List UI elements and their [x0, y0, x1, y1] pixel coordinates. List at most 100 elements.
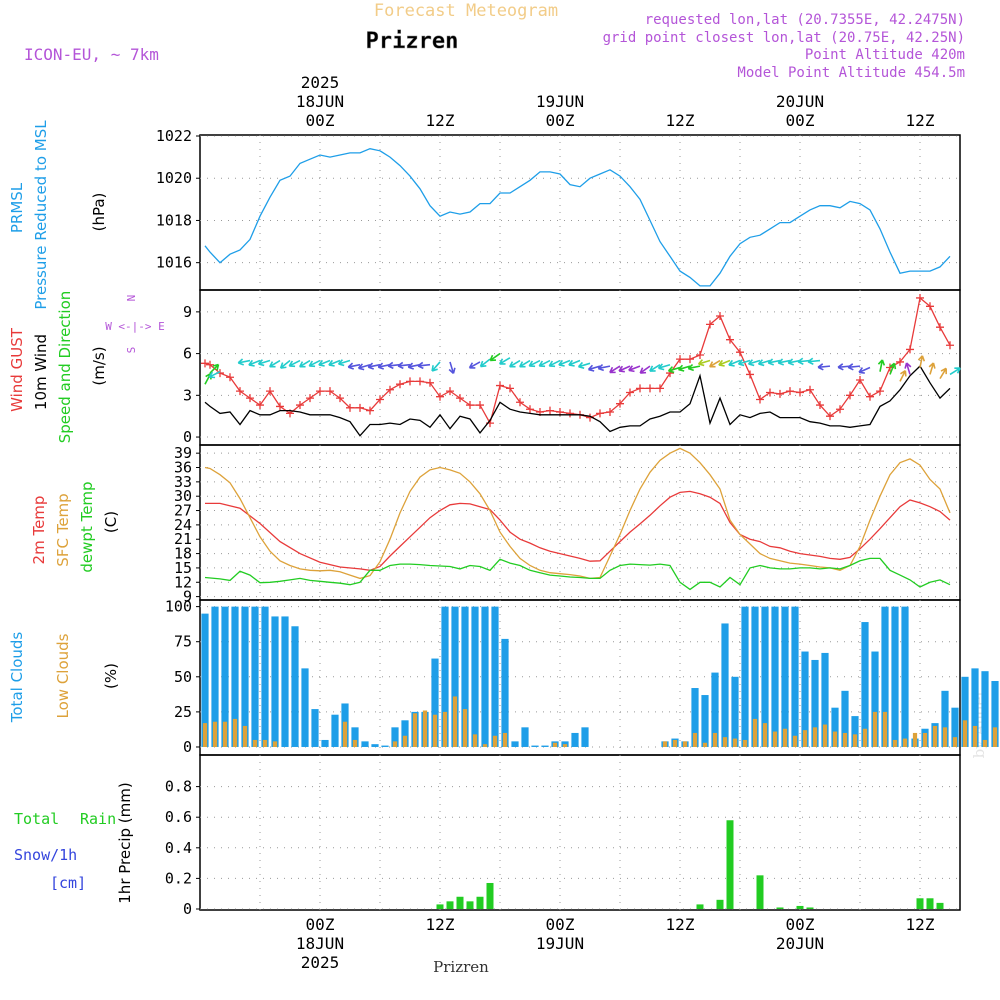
wind-arrow [269, 359, 281, 368]
gust-marker [201, 359, 209, 368]
y-tick-label: 50 [174, 668, 192, 686]
low-cloud-bar [562, 744, 568, 747]
gust-marker [676, 355, 684, 364]
low-cloud-bar [452, 696, 458, 747]
gust-marker [626, 388, 634, 397]
gust-marker [746, 370, 754, 379]
total-cloud-bar [381, 745, 389, 747]
gust-marker [696, 350, 704, 359]
gust-marker [206, 360, 214, 369]
total-cloud-bar [691, 688, 699, 747]
gust-marker [776, 389, 784, 398]
wind-arrow [807, 357, 821, 365]
wind-arrow [357, 363, 371, 371]
low-cloud-bar [732, 738, 738, 747]
gust-marker [736, 348, 744, 357]
y-tick-label: 9 [183, 588, 192, 606]
total-cloud-bar [871, 651, 879, 747]
ylabel-10m-wind: 10m Wind [32, 334, 50, 410]
wind-arrow [279, 359, 291, 369]
low-cloud-bar [882, 711, 888, 747]
wind-arrow [528, 359, 541, 368]
low-cloud-bar [852, 734, 858, 747]
low-cloud-bar [222, 721, 228, 747]
low-cloud-bar [422, 710, 428, 747]
gust-marker [796, 388, 804, 397]
gust-marker [346, 403, 354, 412]
precip-bar [926, 898, 934, 909]
gust-marker [636, 384, 644, 393]
ylabel-percent: (%) [102, 663, 120, 689]
wind-arrow [639, 365, 651, 374]
panel-clouds: 0 25 50 75 100 [165, 598, 999, 756]
total-cloud-bar [731, 676, 739, 747]
y-tick-label: 25 [174, 703, 192, 721]
total-cloud-bar [861, 622, 869, 747]
gust-marker [476, 401, 484, 410]
y-tick-label: 75 [174, 633, 192, 651]
wind-arrow [939, 367, 947, 380]
gust-marker [726, 335, 734, 344]
low-cloud-bar [992, 727, 998, 747]
low-cloud-bar [962, 720, 968, 747]
low-cloud-bar [872, 711, 878, 747]
low-cloud-bar [432, 714, 438, 747]
y-tick-label: 1016 [156, 254, 192, 272]
ylabel-pressure: Pressure Reduced to MSL [32, 120, 50, 310]
total-cloud-bar [841, 690, 849, 747]
wind-arrow [728, 359, 741, 367]
total-cloud-bar [261, 606, 269, 747]
gust-marker [226, 373, 234, 382]
panel-frame [199, 754, 961, 911]
gust-marker [596, 409, 604, 418]
series-line-sfc-temp [204, 447, 951, 580]
total-cloud-bar [321, 739, 329, 747]
wind-arrow [917, 355, 926, 368]
gust-marker [876, 387, 884, 396]
time-label-top: 12Z [426, 111, 455, 130]
total-cloud-bar [711, 672, 719, 747]
wind-arrow [767, 358, 781, 366]
gust-marker [496, 381, 504, 390]
ylabel-total: Total [14, 810, 59, 828]
total-cloud-bar [511, 741, 519, 747]
ylabel-total-clouds: Total Clouds [8, 632, 26, 724]
panel-precip: 0 0.2 0.4 0.6 0.8 [165, 754, 961, 918]
gust-marker [276, 402, 284, 411]
low-cloud-bar [672, 739, 678, 747]
ylabel-dewpt-temp: dewpt Temp [78, 481, 96, 572]
wind-arrow [697, 359, 711, 367]
wind-arrow [737, 359, 751, 367]
wind-arrow [677, 364, 691, 372]
gust-marker [916, 293, 924, 302]
time-label-top: 18JUN [296, 92, 344, 111]
gust-marker [706, 320, 714, 329]
total-cloud-bar [941, 690, 949, 747]
wind-arrow [817, 363, 831, 371]
ylabel-c: (C) [102, 511, 120, 533]
wind-arrow [757, 359, 771, 367]
total-cloud-bar [771, 606, 779, 747]
gust-marker [236, 387, 244, 396]
y-tick-label: 100 [165, 598, 192, 616]
panel-frame [199, 444, 961, 601]
wind-arrow [657, 363, 671, 371]
ylabel-speed-direction: Speed and Direction [56, 291, 74, 444]
time-label-top: 20JUN [776, 92, 824, 111]
wind-arrow [718, 359, 731, 367]
gust-marker [656, 384, 664, 393]
total-cloud-bar [431, 658, 439, 747]
low-cloud-bar [982, 739, 988, 747]
total-cloud-bar [281, 616, 289, 747]
gust-marker [316, 387, 324, 396]
total-cloud-bar [751, 606, 759, 747]
time-label-top: 00Z [306, 111, 335, 130]
wind-arrow [347, 362, 361, 370]
total-cloud-bar [251, 606, 259, 747]
total-cloud-bar [891, 606, 899, 747]
total-cloud-bar [441, 606, 449, 747]
gust-marker [606, 408, 614, 417]
ylabel-rain: Rain [80, 810, 116, 828]
wind-arrow [889, 362, 897, 375]
gust-marker [526, 405, 534, 414]
